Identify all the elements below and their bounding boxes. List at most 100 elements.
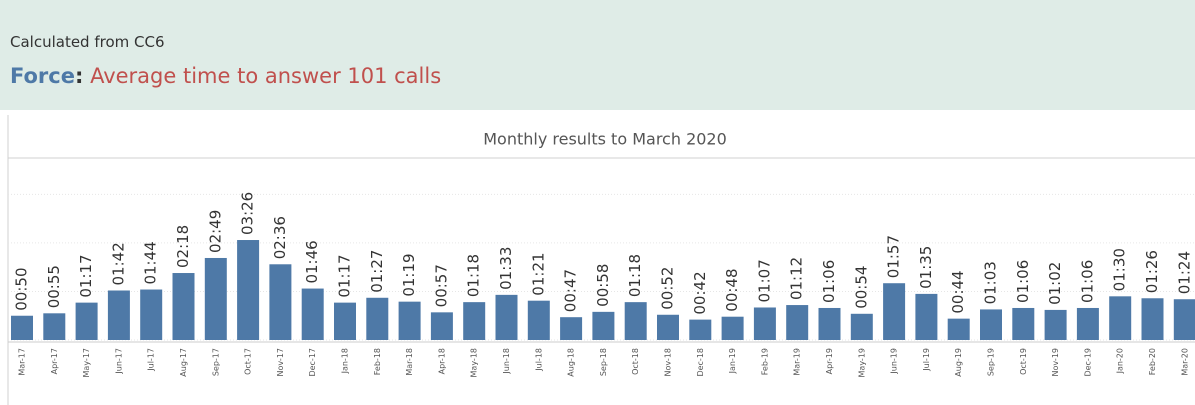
x-tick-label: Feb-19 bbox=[760, 348, 769, 375]
bar bbox=[269, 264, 292, 340]
bar bbox=[850, 313, 873, 340]
bar bbox=[980, 309, 1002, 340]
x-tick-label: Oct-19 bbox=[1019, 348, 1028, 375]
x-tick-label: Sep-17 bbox=[211, 348, 220, 376]
value-label: 00:52 bbox=[659, 267, 677, 310]
x-tick-label: May-17 bbox=[82, 348, 91, 377]
value-label: 01:42 bbox=[109, 242, 127, 285]
x-tick-label: Nov-19 bbox=[1051, 348, 1060, 376]
x-tick-label: Apr-18 bbox=[437, 348, 446, 374]
value-label: 01:03 bbox=[982, 261, 1000, 304]
value-label: 01:07 bbox=[755, 259, 773, 302]
title-sep: : bbox=[74, 64, 84, 88]
x-tick-label: Aug-19 bbox=[954, 348, 963, 377]
x-tick-label: Apr-19 bbox=[825, 348, 834, 374]
x-tick-label: Dec-17 bbox=[308, 348, 317, 377]
value-label: 00:47 bbox=[562, 269, 580, 312]
bar bbox=[204, 257, 227, 340]
bar bbox=[495, 294, 518, 340]
value-label: 01:02 bbox=[1046, 262, 1064, 305]
bar bbox=[463, 302, 486, 340]
bar bbox=[1076, 307, 1099, 340]
bar bbox=[75, 302, 98, 340]
bar bbox=[1173, 299, 1195, 340]
bar bbox=[140, 289, 163, 340]
bar bbox=[883, 283, 906, 340]
header: Calculated from CC6 Force: Average time … bbox=[0, 0, 1195, 110]
value-label: 02:36 bbox=[271, 216, 289, 259]
value-label: 01:57 bbox=[885, 235, 903, 278]
value-label: 01:17 bbox=[336, 254, 354, 297]
value-label: 02:49 bbox=[206, 210, 224, 253]
value-label: 01:19 bbox=[400, 253, 418, 296]
value-label: 00:55 bbox=[45, 265, 63, 308]
x-tick-label: Mar-19 bbox=[793, 348, 802, 376]
x-tick-label: Oct-17 bbox=[244, 348, 253, 375]
x-tick-label: Mar-17 bbox=[18, 348, 27, 376]
value-label: 00:48 bbox=[723, 268, 741, 311]
title-lead: Force bbox=[10, 64, 75, 88]
bar bbox=[1141, 298, 1164, 340]
bar bbox=[527, 300, 550, 340]
value-label: 00:44 bbox=[949, 270, 967, 313]
bar bbox=[11, 315, 33, 340]
bar bbox=[818, 307, 841, 340]
bar bbox=[237, 240, 260, 340]
value-label: 03:26 bbox=[239, 192, 257, 235]
x-tick-label: Dec-18 bbox=[696, 348, 705, 377]
x-tick-label: Sep-18 bbox=[599, 348, 608, 376]
value-label: 01:24 bbox=[1175, 251, 1193, 294]
bar bbox=[430, 312, 453, 340]
x-tick-label: Jun-19 bbox=[890, 348, 899, 375]
bar bbox=[1044, 309, 1067, 340]
bar bbox=[657, 314, 679, 340]
chart-title: Monthly results to March 2020 bbox=[483, 130, 727, 149]
bar bbox=[753, 307, 776, 340]
value-label: 00:58 bbox=[594, 264, 612, 307]
bar bbox=[43, 313, 66, 340]
x-tick-label: Jan-20 bbox=[1116, 348, 1125, 374]
bar bbox=[1109, 296, 1132, 340]
x-tick-label: Aug-18 bbox=[567, 348, 576, 377]
bar bbox=[107, 290, 130, 340]
value-label: 01:18 bbox=[626, 254, 644, 297]
value-label: 00:57 bbox=[432, 264, 450, 307]
x-tick-label: Nov-17 bbox=[276, 348, 285, 376]
x-tick-label: Oct-18 bbox=[631, 348, 640, 375]
x-tick-label: Jul-17 bbox=[147, 348, 156, 372]
value-label: 01:27 bbox=[368, 250, 386, 293]
bar bbox=[915, 293, 938, 340]
value-label: 01:06 bbox=[1014, 260, 1032, 303]
value-label: 01:35 bbox=[917, 246, 935, 289]
bar bbox=[592, 311, 615, 340]
x-tick-label: Jul-18 bbox=[534, 348, 543, 372]
x-tick-label: Jun-17 bbox=[114, 348, 123, 375]
bar bbox=[1012, 307, 1035, 340]
value-label: 00:54 bbox=[852, 266, 870, 309]
x-tick-label: May-19 bbox=[857, 348, 866, 377]
value-label: 01:33 bbox=[497, 247, 515, 290]
header-label: Calculated from CC6 bbox=[10, 33, 165, 51]
value-label: 01:17 bbox=[77, 254, 95, 297]
value-label: 01:30 bbox=[1111, 248, 1129, 291]
bar bbox=[301, 288, 324, 340]
header-title: Force: Average time to answer 101 calls bbox=[10, 64, 441, 88]
bar bbox=[172, 273, 195, 340]
x-tick-label: Jul-19 bbox=[922, 348, 931, 372]
x-tick-label: Feb-18 bbox=[373, 348, 382, 375]
bar bbox=[624, 302, 647, 340]
value-label: 01:12 bbox=[788, 257, 806, 300]
value-label: 01:21 bbox=[529, 252, 547, 295]
bar bbox=[334, 302, 356, 340]
value-label: 02:18 bbox=[174, 225, 192, 268]
bar bbox=[398, 301, 421, 340]
value-label: 00:42 bbox=[691, 271, 709, 314]
value-label: 01:26 bbox=[1143, 250, 1161, 293]
value-label: 01:46 bbox=[303, 240, 321, 283]
x-tick-label: Jan-18 bbox=[341, 348, 350, 374]
x-tick-label: Mar-20 bbox=[1180, 348, 1189, 376]
value-label: 01:06 bbox=[1078, 260, 1096, 303]
x-tick-label: Jun-18 bbox=[502, 348, 511, 375]
x-tick-label: Feb-20 bbox=[1148, 348, 1157, 375]
